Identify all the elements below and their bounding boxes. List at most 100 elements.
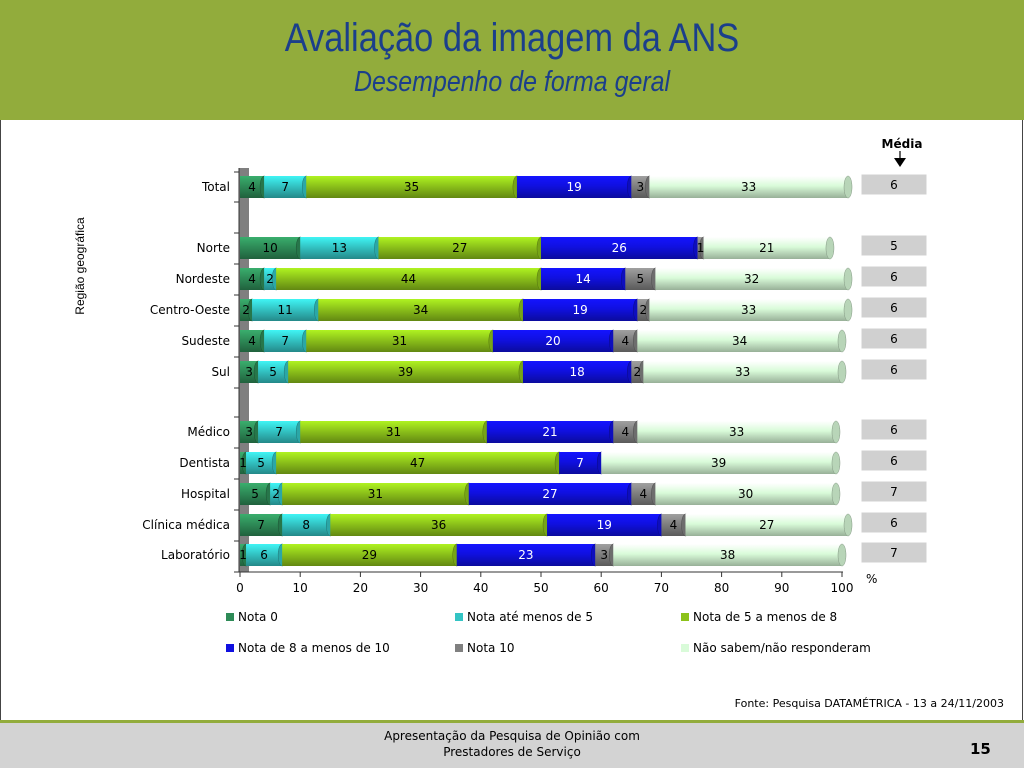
data-label: 2 [640, 303, 648, 317]
x-tick-label: 100 [831, 581, 854, 595]
bar-segment [306, 176, 517, 198]
frame-right-line [1022, 120, 1023, 723]
data-label: 7 [576, 456, 584, 470]
data-label: 14 [575, 272, 590, 286]
header-band [0, 0, 1024, 120]
bar-segment [246, 452, 277, 474]
bar-segment [522, 299, 638, 321]
data-label: 44 [401, 272, 416, 286]
data-label: 1 [697, 241, 705, 255]
data-label: 36 [431, 518, 446, 532]
data-label: 23 [518, 548, 533, 562]
page-number: 15 [970, 740, 991, 758]
group-label-tipo: Tipo de prestador de serviço [73, 440, 87, 592]
bar-segment [637, 421, 836, 443]
bar-segment [522, 361, 632, 383]
legend-swatch [455, 644, 463, 652]
data-label: 31 [386, 425, 401, 439]
data-label: 19 [566, 180, 581, 194]
legend-label: Nota 0 [238, 610, 278, 624]
bar-segment [613, 544, 842, 566]
data-label: 1 [239, 548, 247, 562]
bar-segment [649, 299, 849, 321]
bar-segment [613, 421, 638, 443]
media-value: 6 [890, 301, 898, 315]
bar-segment [631, 176, 650, 198]
data-label: 19 [597, 518, 612, 532]
data-label: 47 [410, 456, 425, 470]
data-label: 33 [735, 365, 750, 379]
bar-cap [831, 420, 841, 444]
bar-segment [643, 361, 842, 383]
media-box [860, 173, 928, 196]
media-value: 6 [890, 363, 898, 377]
bar-cap [831, 482, 841, 506]
bar-segment [282, 544, 457, 566]
data-label: 34 [732, 334, 747, 348]
bar-segment [252, 299, 319, 321]
data-label: 7 [281, 180, 289, 194]
bar-segment [288, 361, 523, 383]
media-value: 6 [890, 423, 898, 437]
bar-segment [282, 483, 469, 505]
data-label: 5 [257, 456, 265, 470]
data-label: 30 [738, 487, 753, 501]
bar-segment [240, 237, 301, 259]
frame-left-line [0, 120, 1, 723]
data-label: 27 [452, 241, 467, 255]
data-label: 4 [670, 518, 678, 532]
bar-segment [318, 299, 523, 321]
media-value: 6 [890, 332, 898, 346]
data-label: 7 [275, 425, 283, 439]
data-label: 4 [248, 334, 256, 348]
bar-segment [240, 483, 271, 505]
stacked-bar-chart: 0 10 20 30 40 50 60 70 80 90 100% Região geográfica… [73, 137, 928, 655]
x-tick-label: 40 [473, 581, 488, 595]
data-label: 4 [640, 487, 648, 501]
data-label: 3 [245, 425, 253, 439]
bar-segment [330, 514, 548, 536]
bar-segment [264, 330, 307, 352]
data-label: 35 [404, 180, 419, 194]
bar-cap [843, 513, 853, 537]
x-unit-label: % [866, 572, 877, 586]
media-box [860, 327, 928, 350]
data-label: 18 [569, 365, 584, 379]
x-tick-label: 30 [413, 581, 428, 595]
bar-segment [661, 514, 686, 536]
media-box [860, 511, 928, 534]
data-label: 27 [759, 518, 774, 532]
data-label: 4 [621, 334, 629, 348]
media-box [860, 296, 928, 319]
bar-segment [468, 483, 632, 505]
bar-segment [649, 176, 849, 198]
x-tick-label: 20 [353, 581, 368, 595]
data-label: 5 [269, 365, 277, 379]
bar-cap [837, 329, 847, 353]
bar-segment [631, 483, 656, 505]
media-value: 6 [890, 178, 898, 192]
bar-cap [843, 267, 853, 291]
bar-segment [240, 421, 259, 443]
data-label: 2 [272, 487, 280, 501]
data-label: 3 [637, 180, 645, 194]
source-note: Fonte: Pesquisa DATAMÉTRICA - 13 a 24/11… [734, 697, 1004, 710]
bar-segment [258, 421, 301, 443]
legend-swatch [226, 644, 234, 652]
x-tick-label: 90 [774, 581, 789, 595]
footer-band [0, 720, 1024, 768]
bar-segment [306, 330, 493, 352]
bar-cap [837, 543, 847, 567]
bar-segment [541, 268, 626, 290]
x-tick-label: 70 [654, 581, 669, 595]
bar-segment [240, 361, 259, 383]
bar-segment [655, 483, 836, 505]
bar-segment [264, 176, 307, 198]
category-label: Total [201, 180, 230, 194]
data-label: 39 [711, 456, 726, 470]
data-label: 1 [239, 456, 247, 470]
data-label: 7 [281, 334, 289, 348]
legend-label: Nota 10 [467, 641, 514, 655]
bar-segment [378, 237, 541, 259]
legend-swatch [226, 613, 234, 621]
